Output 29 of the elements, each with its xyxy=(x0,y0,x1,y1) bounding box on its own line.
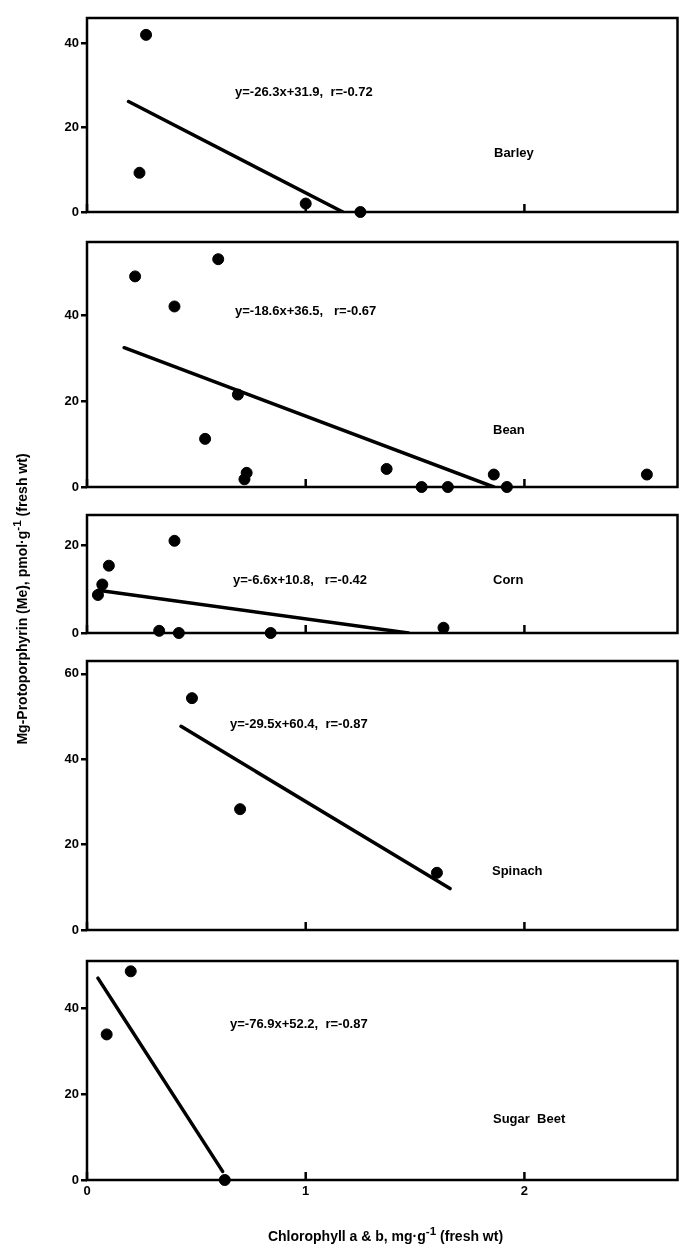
annotation: y=-26.3x+31.9, r=-0.72 xyxy=(235,83,373,99)
annotation: y=-6.6x+10.8, r=-0.42 xyxy=(233,571,368,587)
y-tick-label: 40 xyxy=(64,750,79,766)
y-tick-label: 40 xyxy=(64,306,79,322)
y-tick-label: 0 xyxy=(71,1171,79,1187)
y-tick-label: 20 xyxy=(64,392,79,408)
y-tick-label: 40 xyxy=(64,999,79,1015)
annotation: y=-29.5x+60.4, r=-0.87 xyxy=(230,715,368,731)
text: Corn xyxy=(493,571,524,587)
text: Bean xyxy=(493,421,525,437)
y-tick-label: 20 xyxy=(64,537,79,553)
y-tick-label: 0 xyxy=(71,203,79,219)
y-tick-label: 20 xyxy=(64,836,79,852)
y-tick-label: 40 xyxy=(64,34,79,50)
text: Barley xyxy=(494,144,535,160)
annotation: y=-76.9x+52.2, r=-0.87 xyxy=(230,1015,368,1031)
y-tick-label: 20 xyxy=(64,1085,79,1101)
y-tick-label: 0 xyxy=(71,624,79,640)
y-tick-label: 0 xyxy=(71,478,79,494)
y-tick-label: 20 xyxy=(64,119,79,135)
x-axis-title: Chlorophyll a & b, mg·g$^{-1}$ (fresh wt) xyxy=(266,1224,505,1244)
y-tick-label: 60 xyxy=(64,665,79,681)
text: Sugar Beet xyxy=(493,1110,566,1126)
text: Spinach xyxy=(492,862,543,878)
x-tick-label: 2 xyxy=(520,1183,529,1199)
y-tick-label: 0 xyxy=(71,921,79,937)
x-tick-label: 1 xyxy=(302,1183,310,1199)
x-tick-label: 0 xyxy=(83,1183,91,1199)
annotation: y=-18.6x+36.5, r=-0.67 xyxy=(235,302,377,318)
